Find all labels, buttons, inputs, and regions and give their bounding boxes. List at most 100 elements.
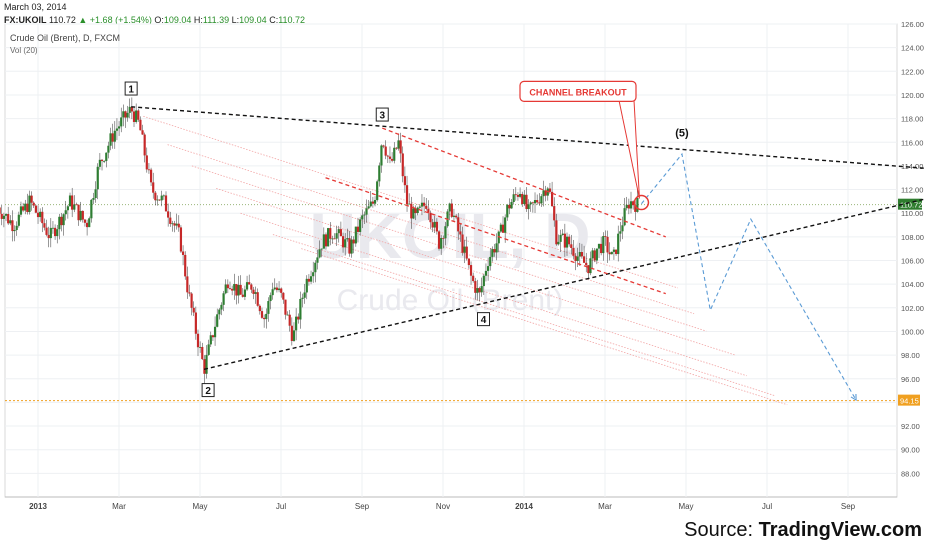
symbol-label[interactable]: FX:UKOIL — [4, 15, 47, 25]
candle-body — [137, 110, 140, 120]
candle-body — [621, 225, 624, 232]
open-label: O: — [154, 15, 164, 25]
y-tick-label: 120.00 — [901, 91, 924, 100]
candle-body — [19, 206, 23, 215]
candle-body — [71, 195, 74, 210]
candle-body — [103, 160, 106, 162]
candle-body — [213, 326, 217, 338]
candle-body — [448, 203, 451, 212]
candle-body — [574, 255, 577, 261]
candle-body — [143, 134, 146, 156]
candle-body — [593, 250, 596, 261]
y-tick-label: 126.00 — [901, 20, 924, 29]
candle-body — [350, 239, 353, 254]
candle-body — [75, 204, 78, 206]
open-value: 109.04 — [163, 15, 192, 25]
candle-body — [329, 228, 332, 239]
candle-body — [117, 126, 121, 129]
candle-body — [553, 206, 556, 221]
candle-body — [356, 226, 360, 232]
candle-body — [145, 155, 148, 170]
x-tick-label: Jul — [276, 502, 286, 511]
wave-label: 2 — [205, 386, 211, 397]
wave-label: 3 — [379, 111, 385, 122]
y-tick-label: 116.00 — [901, 138, 923, 147]
y-tick-label: 90.00 — [901, 446, 920, 455]
candle-body — [589, 258, 592, 274]
candle-body — [612, 249, 616, 252]
candle-body — [608, 252, 611, 255]
candle-body — [36, 212, 40, 218]
candle-body — [239, 284, 242, 295]
last-price: 110.72 — [49, 15, 76, 25]
candle-body — [275, 287, 279, 291]
y-tick-label: 114.00 — [901, 162, 923, 171]
candle-body — [154, 192, 157, 201]
candle-body — [207, 344, 210, 355]
candle-body — [341, 236, 345, 248]
candle-body — [280, 288, 283, 293]
candle-body — [489, 256, 492, 267]
candle-body — [241, 294, 244, 297]
candle-body — [333, 238, 336, 240]
candle-body — [58, 216, 61, 230]
candle-body — [184, 254, 187, 277]
y-tick-label: 108.00 — [901, 233, 924, 242]
y-tick-label: 88.00 — [901, 469, 920, 478]
high-value: 111.39 — [202, 15, 230, 25]
candle-body — [243, 289, 247, 297]
candle-body — [11, 220, 14, 232]
candle-body — [563, 233, 566, 248]
candle-body — [384, 146, 387, 156]
candle-body — [548, 188, 552, 192]
candle-body — [237, 284, 240, 296]
candle-body — [164, 195, 168, 212]
fan-line — [167, 144, 695, 315]
watermark-name: Crude Oil (Brent) — [337, 284, 564, 317]
candle-body — [461, 234, 464, 253]
candle-body — [28, 195, 31, 213]
high-label: H: — [193, 15, 203, 25]
candle-body — [337, 229, 340, 234]
wave-label: 4 — [481, 315, 487, 326]
source-brand[interactable]: TradingView.com — [758, 519, 922, 541]
candle-body — [391, 158, 394, 161]
candle-body — [149, 169, 153, 183]
candle-body — [254, 292, 257, 294]
candle-body — [561, 233, 564, 235]
candle-body — [173, 223, 176, 226]
candle-body — [510, 202, 513, 209]
y-tick-label: 100.00 — [901, 327, 924, 336]
candle-body — [122, 111, 125, 118]
candle-body — [15, 225, 18, 231]
candle-body — [376, 181, 379, 201]
channel-lower-line — [325, 177, 666, 295]
candle-body — [205, 354, 208, 374]
candle-body — [120, 117, 123, 127]
y-tick-label: 98.00 — [901, 351, 920, 360]
candle-body — [348, 238, 351, 254]
candle-body — [169, 217, 172, 224]
candle-body — [192, 307, 195, 313]
close-label: C: — [269, 15, 279, 25]
candle-body — [425, 205, 428, 209]
wave-label: 1 — [128, 85, 134, 96]
candle-body — [85, 222, 89, 228]
breakout-circle — [633, 194, 650, 211]
candle-body — [359, 219, 362, 232]
candle-body — [209, 335, 212, 345]
candle-body — [373, 200, 377, 204]
fan-line — [216, 187, 735, 356]
candle-body — [314, 262, 317, 273]
candle-body — [531, 202, 534, 204]
candle-body — [139, 119, 142, 131]
candle-body — [199, 346, 202, 348]
annotation-text: CHANNEL BREAKOUT — [529, 87, 627, 97]
fan-line — [272, 234, 776, 397]
support-level-badge — [898, 394, 920, 406]
x-tick-label: Jul — [762, 502, 772, 511]
candle-body — [147, 169, 151, 171]
candle-body — [233, 284, 236, 291]
